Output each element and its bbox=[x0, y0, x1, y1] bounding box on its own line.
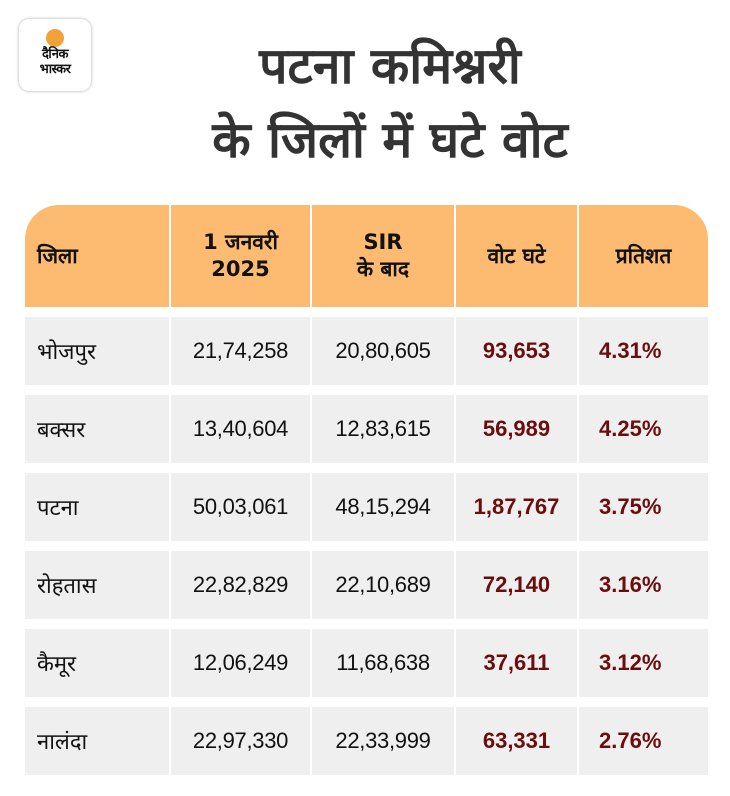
district-name: कैमूर bbox=[25, 629, 169, 697]
after-sir-voters: 20,80,605 bbox=[312, 317, 454, 385]
logo-text-line2: भास्कर bbox=[39, 62, 71, 77]
after-sir-voters: 11,68,638 bbox=[312, 629, 454, 697]
percent-reduced: 3.75% bbox=[579, 473, 708, 541]
header-label: 2025 bbox=[211, 257, 270, 281]
table-row: बक्सर 13,40,604 12,83,615 56,989 4.25% bbox=[25, 395, 708, 463]
header-jan-2025: 1 जनवरी 2025 bbox=[171, 205, 310, 307]
percent-reduced: 3.12% bbox=[579, 629, 708, 697]
logo-text-line1: दैनिक bbox=[42, 47, 68, 62]
district-name: रोहतास bbox=[25, 551, 169, 619]
after-sir-voters: 12,83,615 bbox=[312, 395, 454, 463]
page-title-line1: पटना कमिश्नरी bbox=[259, 37, 521, 95]
votes-reduced: 72,140 bbox=[456, 551, 577, 619]
table-row: नालंदा 22,97,330 22,33,999 63,331 2.76% bbox=[25, 707, 708, 775]
votes-reduced: 37,611 bbox=[456, 629, 577, 697]
header-label: जिला bbox=[37, 243, 78, 268]
votes-reduced: 56,989 bbox=[456, 395, 577, 463]
percent-reduced: 4.25% bbox=[579, 395, 708, 463]
header-label: 1 जनवरी bbox=[203, 230, 278, 254]
district-name: पटना bbox=[25, 473, 169, 541]
header-label: के बाद bbox=[356, 257, 410, 281]
votes-reduced: 63,331 bbox=[456, 707, 577, 775]
header-votes-reduced: वोट घटे bbox=[456, 205, 577, 307]
dainik-bhaskar-logo: दैनिक भास्कर bbox=[19, 19, 91, 91]
votes-reduced: 93,653 bbox=[456, 317, 577, 385]
votes-reduced: 1,87,767 bbox=[456, 473, 577, 541]
district-votes-table: जिला 1 जनवरी 2025 SIR के बाद वोट घटे प्र… bbox=[25, 205, 708, 775]
table-row: रोहतास 22,82,829 22,10,689 72,140 3.16% bbox=[25, 551, 708, 619]
jan-2025-voters: 21,74,258 bbox=[171, 317, 310, 385]
district-name: बक्सर bbox=[25, 395, 169, 463]
jan-2025-voters: 12,06,249 bbox=[171, 629, 310, 697]
table-row: कैमूर 12,06,249 11,68,638 37,611 3.12% bbox=[25, 629, 708, 697]
jan-2025-voters: 50,03,061 bbox=[171, 473, 310, 541]
percent-reduced: 2.76% bbox=[579, 707, 708, 775]
table-header: जिला 1 जनवरी 2025 SIR के बाद वोट घटे प्र… bbox=[25, 205, 708, 307]
sun-icon bbox=[46, 29, 64, 47]
jan-2025-voters: 22,82,829 bbox=[171, 551, 310, 619]
jan-2025-voters: 22,97,330 bbox=[171, 707, 310, 775]
header-percent: प्रतिशत bbox=[579, 205, 708, 307]
jan-2025-voters: 13,40,604 bbox=[171, 395, 310, 463]
header-label: SIR bbox=[363, 230, 403, 254]
header-label: प्रतिशत bbox=[615, 243, 672, 268]
header-district: जिला bbox=[25, 205, 169, 307]
header-label: वोट घटे bbox=[487, 243, 546, 268]
after-sir-voters: 22,10,689 bbox=[312, 551, 454, 619]
district-name: भोजपुर bbox=[25, 317, 169, 385]
district-name: नालंदा bbox=[25, 707, 169, 775]
after-sir-voters: 22,33,999 bbox=[312, 707, 454, 775]
percent-reduced: 4.31% bbox=[579, 317, 708, 385]
header-after-sir: SIR के बाद bbox=[312, 205, 454, 307]
table-row: पटना 50,03,061 48,15,294 1,87,767 3.75% bbox=[25, 473, 708, 541]
page-title-line2: के जिलों में घटे वोट bbox=[212, 111, 568, 169]
percent-reduced: 3.16% bbox=[579, 551, 708, 619]
after-sir-voters: 48,15,294 bbox=[312, 473, 454, 541]
table-row: भोजपुर 21,74,258 20,80,605 93,653 4.31% bbox=[25, 317, 708, 385]
